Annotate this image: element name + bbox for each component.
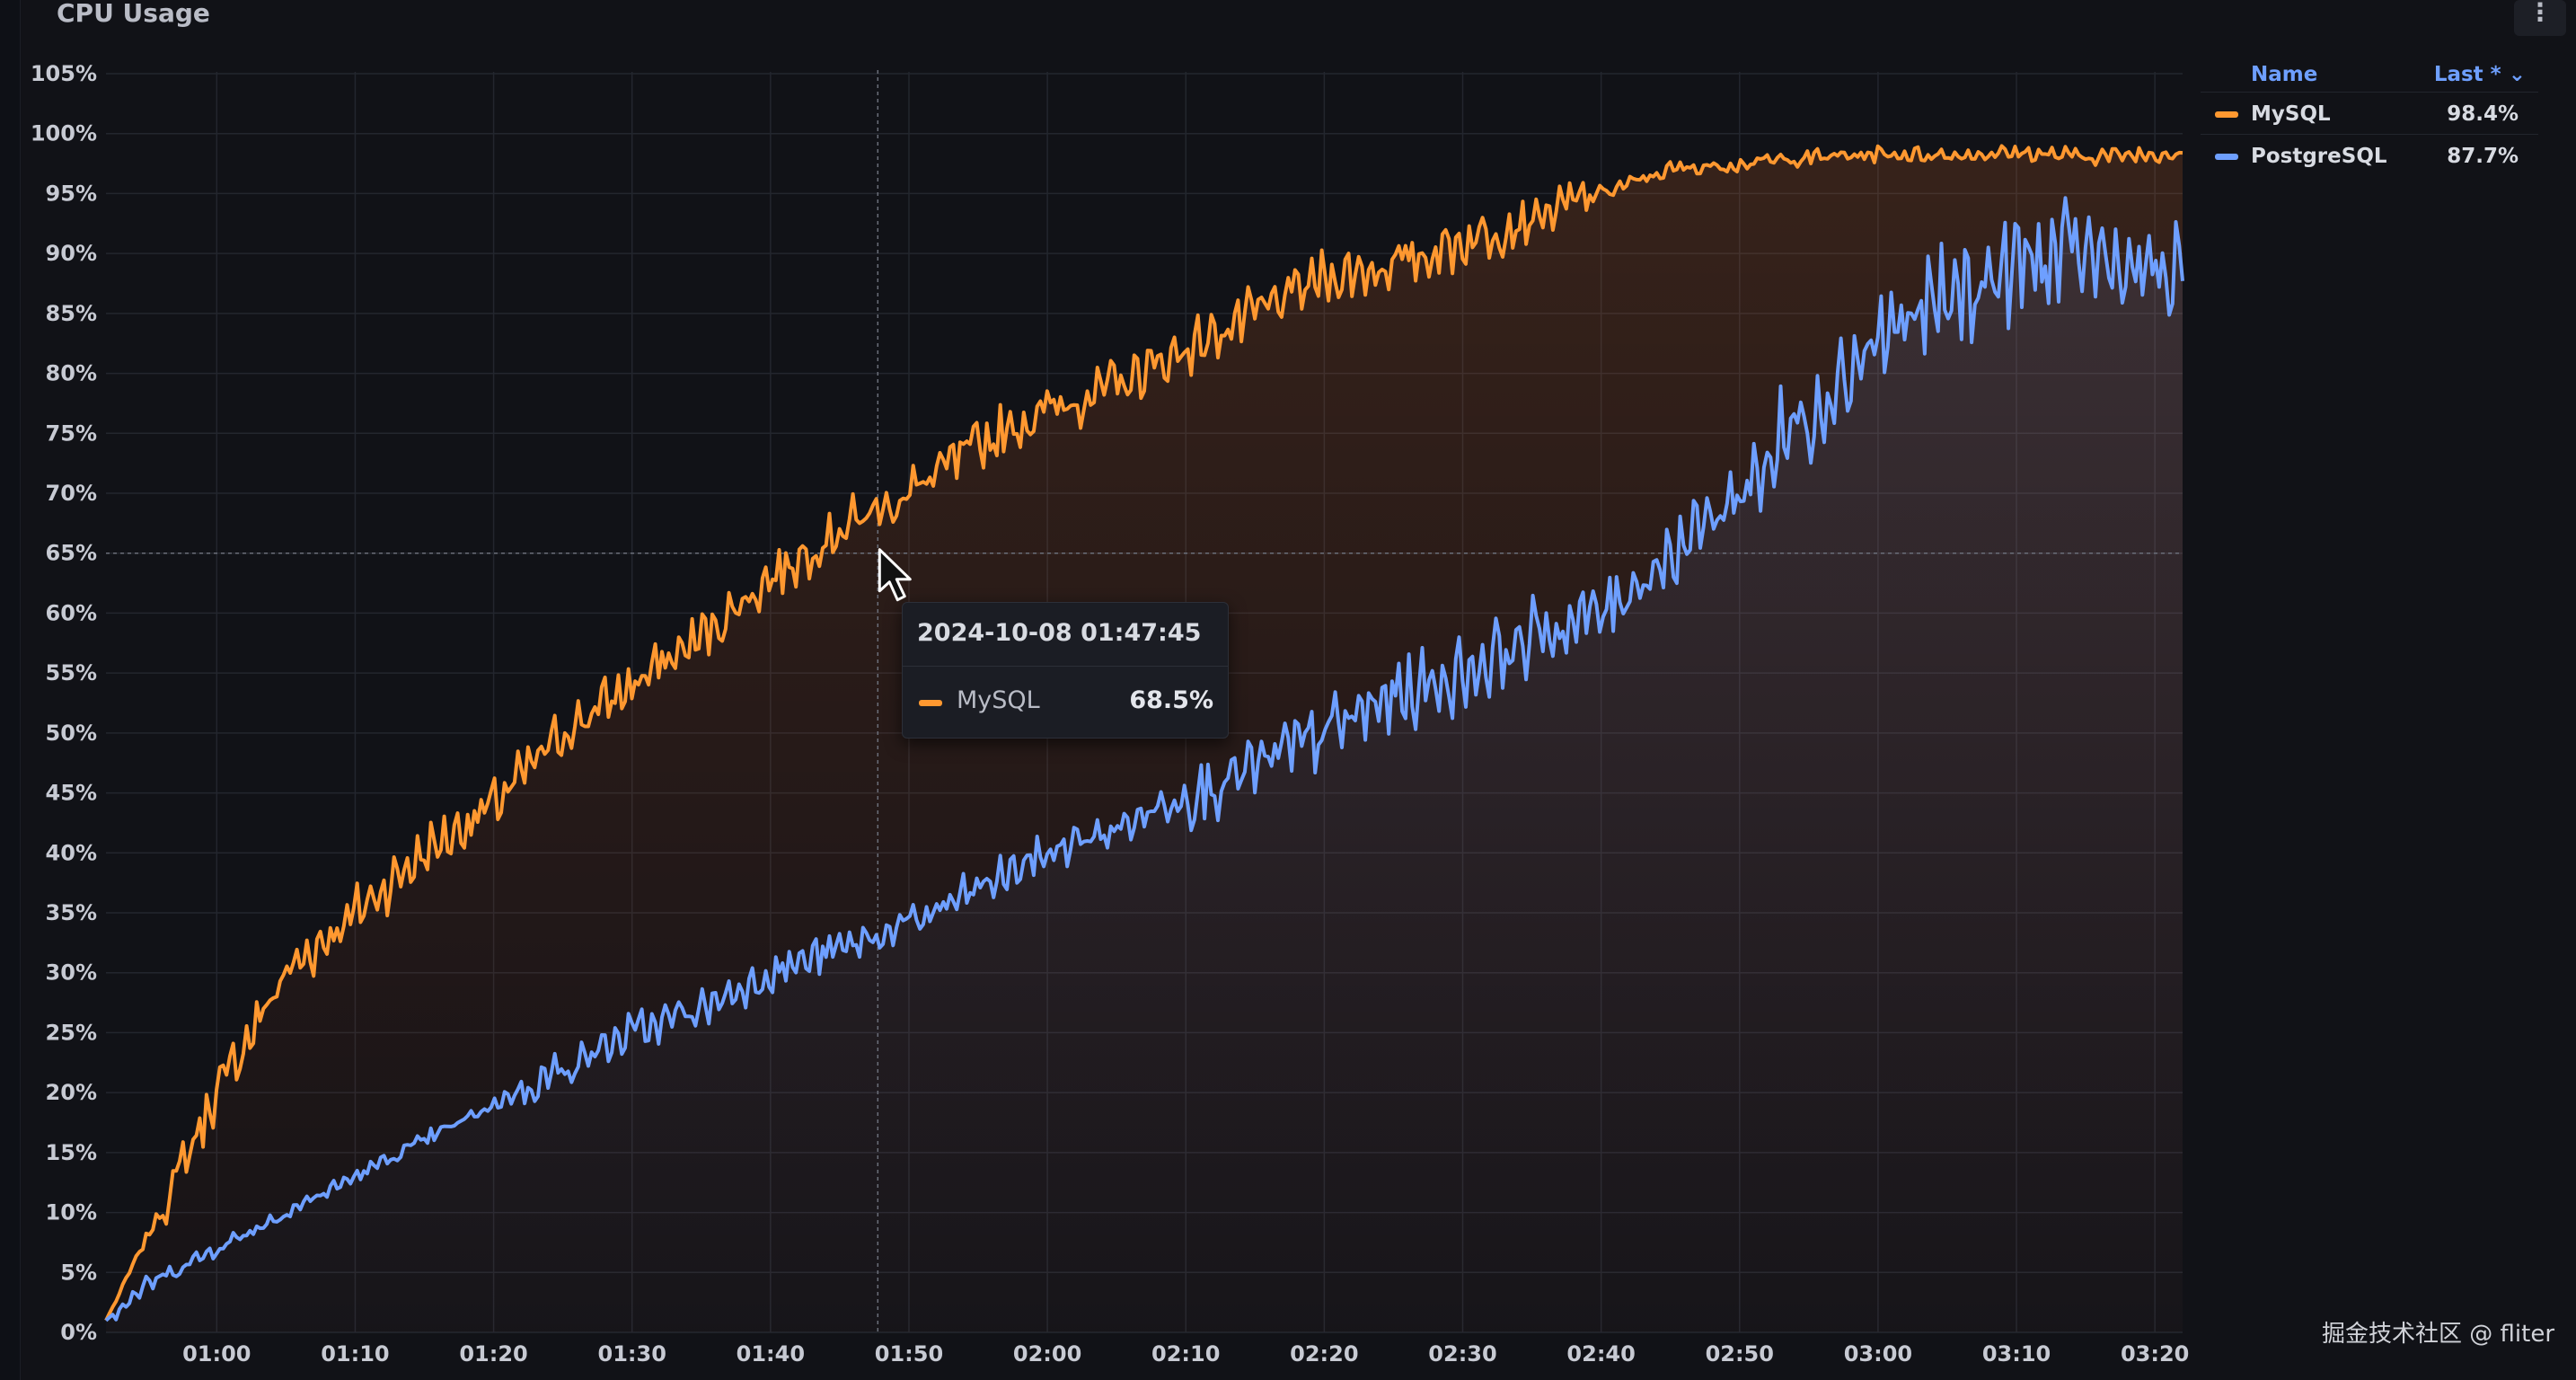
y-tick-label: 10% — [46, 1200, 97, 1225]
legend-last-value: 87.7% — [2447, 145, 2519, 168]
panel-title: CPU Usage — [57, 0, 210, 28]
x-tick-label: 01:50 — [875, 1341, 943, 1367]
watermark: 掘金技术社区 @ fliter — [2322, 1321, 2555, 1348]
hover-tooltip: 2024-10-08 01:47:45 MySQL 68.5% — [902, 602, 1229, 739]
hover-crosshair — [106, 70, 2183, 1332]
y-tick-label: 85% — [46, 301, 97, 326]
x-tick-label: 02:00 — [1013, 1341, 1081, 1367]
series-lines — [104, 144, 2184, 1322]
y-tick-label: 0% — [60, 1320, 97, 1345]
x-tick-label: 03:00 — [1844, 1341, 1912, 1367]
legend-table: Name Last * ⌄ MySQL 98.4% PostgreSQL 87.… — [2201, 56, 2538, 176]
kebab-menu-icon[interactable]: ⋮ — [2514, 0, 2566, 36]
x-tick-label: 01:00 — [182, 1341, 251, 1367]
x-tick-label: 01:10 — [321, 1341, 389, 1367]
legend-name: MySQL — [2251, 102, 2331, 126]
legend-name: PostgreSQL — [2251, 145, 2387, 168]
legend-header-name[interactable]: Name — [2251, 63, 2318, 86]
legend-swatch-postgresql — [2215, 154, 2238, 160]
y-tick-label: 80% — [46, 361, 97, 386]
x-tick-label: 02:30 — [1428, 1341, 1496, 1367]
tooltip-series-value: 68.5% — [1129, 686, 1213, 714]
y-tick-label: 65% — [46, 541, 97, 566]
legend-item-mysql[interactable]: MySQL 98.4% — [2201, 92, 2538, 134]
legend-header-last[interactable]: Last * ⌄ — [2433, 63, 2526, 86]
y-tick-label: 50% — [46, 721, 97, 746]
legend-swatch-mysql — [2215, 111, 2238, 118]
y-tick-label: 55% — [46, 660, 97, 686]
y-tick-label: 35% — [46, 900, 97, 925]
y-tick-label: 70% — [46, 481, 97, 506]
y-axis-ticks: 0% 5% 10% 15% 20% 25% 30% 35% 40% 45% 50% 55% 60% 65%… — [31, 61, 97, 1345]
mouse-cursor-icon — [878, 548, 912, 602]
series-areas — [106, 146, 2183, 1332]
y-tick-label: 30% — [46, 960, 97, 986]
y-tick-label: 20% — [46, 1080, 97, 1105]
x-tick-label: 01:20 — [459, 1341, 527, 1367]
y-tick-label: 25% — [46, 1020, 97, 1045]
y-tick-label: 45% — [46, 781, 97, 806]
y-tick-label: 95% — [46, 181, 97, 206]
y-tick-label: 100% — [31, 121, 97, 146]
x-axis-ticks: 01:00 01:10 01:20 01:30 01:40 01:50 02:00 02:10… — [182, 1341, 2189, 1367]
y-tick-label: 90% — [46, 241, 97, 266]
x-tick-label: 02:40 — [1566, 1341, 1635, 1367]
x-tick-label: 03:20 — [2121, 1341, 2189, 1367]
tooltip-divider — [903, 666, 1228, 667]
legend-header: Name Last * ⌄ — [2201, 56, 2538, 92]
x-tick-label: 01:30 — [598, 1341, 666, 1367]
series-line-mysql — [104, 144, 2183, 1322]
y-tick-label: 40% — [46, 840, 97, 865]
y-tick-label: 5% — [60, 1260, 97, 1285]
x-tick-label: 02:50 — [1706, 1341, 1774, 1367]
x-tick-label: 03:10 — [1982, 1341, 2051, 1367]
y-tick-label: 75% — [46, 420, 97, 446]
legend-item-postgresql[interactable]: PostgreSQL 87.7% — [2201, 134, 2538, 176]
tooltip-swatch — [919, 700, 942, 706]
y-tick-label: 60% — [46, 600, 97, 625]
x-tick-label: 01:40 — [737, 1341, 805, 1367]
x-tick-label: 02:10 — [1151, 1341, 1220, 1367]
tooltip-time: 2024-10-08 01:47:45 — [917, 619, 1202, 647]
y-tick-label: 105% — [31, 61, 97, 86]
series-line-postgresql — [104, 196, 2184, 1322]
y-tick-label: 15% — [46, 1140, 97, 1165]
x-tick-label: 02:20 — [1290, 1341, 1358, 1367]
tooltip-series-name: MySQL — [957, 686, 1040, 714]
legend-last-value: 98.4% — [2447, 102, 2519, 126]
